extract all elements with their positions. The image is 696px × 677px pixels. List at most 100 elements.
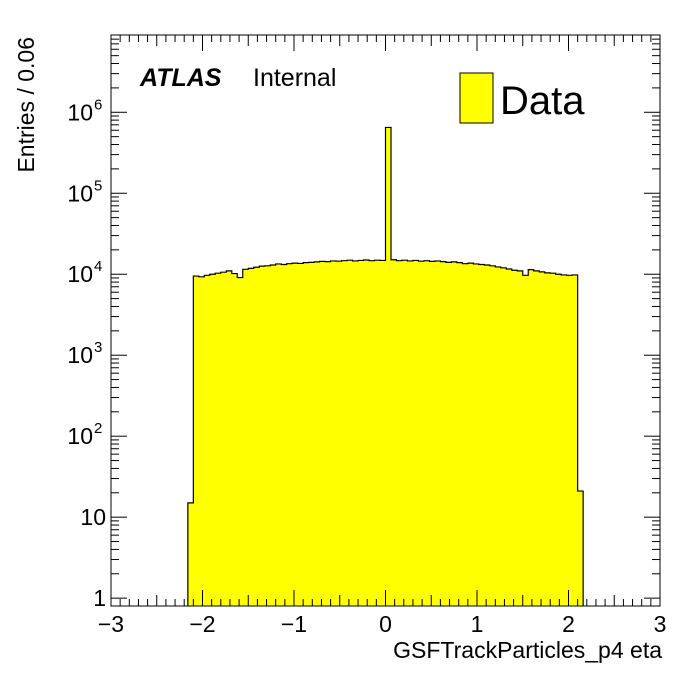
y-tick-label: 10 (67, 342, 93, 368)
atlas-label: ATLAS (139, 64, 222, 92)
histogram-bar (478, 264, 485, 606)
histogram-bar (303, 262, 309, 606)
histogram-bar (572, 274, 578, 606)
histogram-bar (358, 260, 364, 606)
legend: Data (459, 72, 585, 124)
histogram-bar (445, 262, 452, 606)
histogram-bar (292, 263, 298, 606)
histogram-bar (275, 263, 282, 606)
histogram-bar (390, 259, 397, 606)
histogram-bar (418, 261, 425, 606)
x-axis-label: GSFTrackParticles_p4 eta (393, 637, 662, 663)
y-tick-label: 10 (67, 423, 93, 449)
histogram-bar (242, 269, 249, 606)
histogram-bar (369, 260, 375, 606)
x-tick-label: −2 (189, 611, 215, 637)
histogram-bar (467, 263, 474, 606)
y-tick-exponent: 3 (94, 339, 102, 356)
histogram-bar (528, 269, 535, 606)
histogram-bar (555, 274, 562, 606)
histogram-bar (533, 270, 540, 606)
histogram-bar (429, 261, 436, 606)
histogram-bar (336, 261, 342, 606)
histogram-bar (434, 260, 441, 606)
histogram-bar (198, 276, 205, 606)
x-tick-label: 0 (379, 611, 392, 637)
histogram-bar (550, 273, 556, 606)
y-tick-exponent: 5 (94, 177, 102, 194)
histogram-bar (281, 264, 287, 606)
internal-label: Internal (253, 64, 336, 92)
histogram-bar (484, 265, 491, 606)
histogram-bar (259, 266, 266, 606)
histogram-bar (187, 502, 194, 606)
histogram-bar (451, 261, 458, 606)
histogram-bar (319, 261, 326, 606)
histogram-bar (544, 272, 551, 606)
histogram-bar (330, 260, 337, 606)
y-tick-label: 10 (67, 180, 93, 206)
histogram-bar (297, 263, 304, 606)
histogram-bar (220, 272, 227, 606)
histogram-bar (209, 274, 216, 606)
axis-ticks (110, 34, 661, 606)
histogram-bar (396, 260, 403, 606)
histogram-bar (363, 259, 370, 606)
histogram-bar (440, 261, 447, 606)
histogram-bar (215, 273, 222, 606)
histogram-bar (423, 260, 430, 606)
histogram-bar (314, 261, 320, 606)
y-tick-label: 1 (93, 585, 106, 611)
legend-swatch-data (459, 72, 494, 124)
histogram-bar (231, 273, 238, 606)
histogram-bar (412, 260, 419, 606)
histogram-bar (308, 262, 315, 606)
y-tick-exponent: 4 (94, 258, 102, 275)
histogram-bar (380, 260, 386, 606)
histogram-bar (577, 491, 584, 606)
histogram-bar (204, 275, 211, 606)
histogram-bar (506, 269, 513, 606)
histogram-bar (495, 266, 502, 606)
histogram-bar (511, 270, 518, 606)
y-tick-label: 10 (67, 261, 93, 287)
histogram-bar (248, 268, 255, 606)
x-tick-label: 3 (654, 611, 667, 637)
y-tick-exponent: 6 (94, 96, 102, 113)
histogram-bar (456, 262, 463, 606)
histogram-bar (462, 263, 469, 606)
histogram-bar (253, 267, 260, 606)
histogram-bar (237, 277, 244, 606)
histogram-bar (407, 260, 414, 606)
x-tick-label: 2 (562, 611, 575, 637)
histogram-bar (286, 263, 293, 606)
histogram-bar (374, 260, 381, 606)
y-tick-label: 10 (67, 99, 93, 125)
histogram-bar (473, 263, 480, 606)
y-axis-label: Entries / 0.06 (13, 37, 39, 173)
histogram-bar (325, 261, 331, 606)
histogram-bar (566, 275, 573, 606)
histogram-bar (500, 267, 507, 606)
histogram-bar (522, 275, 529, 606)
histogram-bar (539, 271, 546, 606)
x-tick-label: −3 (98, 611, 124, 637)
x-tick-label: −1 (281, 611, 307, 637)
x-tick-labels: −3 −2 −1 0 1 2 3 (98, 611, 667, 637)
x-tick-label: 1 (471, 611, 484, 637)
histogram-bar (341, 260, 348, 606)
histogram-bar (561, 274, 567, 606)
histogram-bar (264, 265, 271, 606)
histogram-bar (193, 276, 200, 606)
histogram-bar (352, 260, 359, 606)
histogram-bar (226, 270, 233, 606)
histogram-bar (270, 265, 276, 606)
legend-label-data: Data (500, 79, 585, 123)
histogram-outline (187, 126, 584, 606)
histogram-bar (385, 127, 392, 607)
histogram-bar (401, 260, 408, 606)
histogram-bar (517, 270, 524, 606)
histogram-bars (187, 127, 584, 607)
